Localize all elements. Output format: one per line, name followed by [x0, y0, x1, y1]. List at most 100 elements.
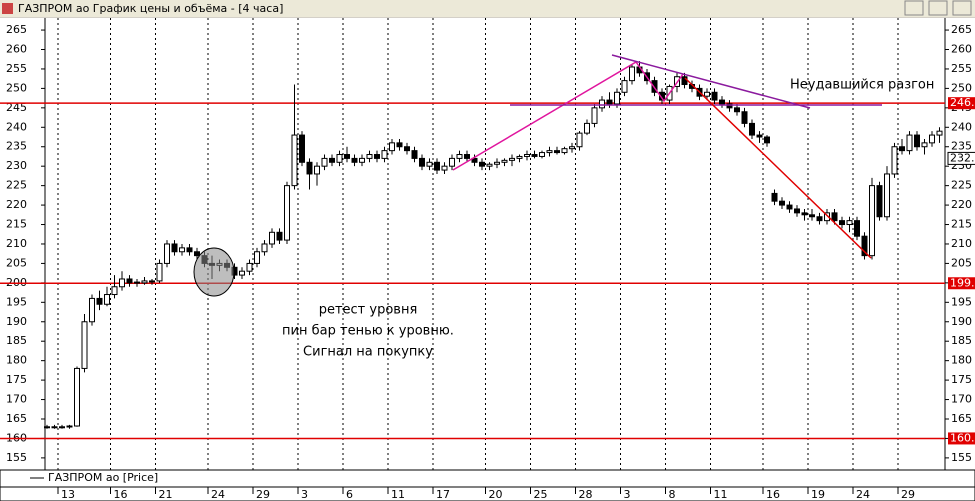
annotation: Сигнал на покупку — [303, 345, 433, 360]
x-tick-label: 24 — [211, 488, 225, 501]
y-tick-label: 190 — [6, 315, 27, 328]
candle-body — [404, 146, 410, 152]
candle-body — [51, 426, 58, 429]
y-tick-label: 240 — [6, 120, 27, 133]
candle-body — [906, 134, 913, 152]
candle-body — [824, 212, 830, 222]
highlight-ellipse — [193, 247, 235, 297]
title-bar — [0, 0, 975, 17]
candle-body — [464, 154, 470, 159]
candle-body — [441, 165, 448, 171]
candle-body — [486, 163, 493, 167]
x-tick-label: 11 — [391, 488, 405, 501]
candle-body — [291, 134, 298, 187]
y-tick-label: 210 — [6, 237, 27, 250]
minimize-button[interactable] — [904, 0, 924, 16]
candle-body — [659, 91, 665, 101]
y-tick-label: 180 — [6, 354, 27, 367]
candle-body — [471, 157, 478, 163]
candle-body — [831, 212, 838, 222]
candle-body — [524, 154, 530, 157]
y-tick-label: 185 — [6, 334, 27, 347]
plot-background — [0, 18, 975, 470]
y-tick-label: 235 — [6, 140, 27, 153]
candle-body — [276, 231, 283, 241]
y-tick-label: 255 — [951, 62, 972, 75]
candle-body — [876, 185, 883, 218]
candle-body — [786, 204, 793, 210]
candle-body — [119, 278, 125, 288]
y-tick-label: 230 — [6, 159, 27, 172]
candle-body — [186, 247, 193, 253]
candle-body — [434, 161, 440, 171]
y-tick-label: 250 — [951, 81, 972, 94]
x-axis-strip — [0, 486, 975, 501]
candle-body — [306, 161, 313, 175]
candle-body — [126, 278, 133, 284]
x-tick-label: 13 — [61, 488, 75, 501]
candle-body — [546, 150, 553, 154]
trend-line — [452, 61, 684, 171]
candle-body — [111, 286, 118, 296]
candle-body — [59, 426, 65, 429]
y-tick-label: 245 — [6, 101, 27, 114]
level-label-box — [948, 97, 975, 110]
y-tick-label: 265 — [951, 23, 972, 36]
candle-body — [771, 192, 778, 202]
x-tick-label: 20 — [489, 488, 503, 501]
candle-body — [336, 154, 343, 163]
y-tick-label: 250 — [6, 81, 27, 94]
candle-body — [704, 91, 710, 97]
candle-body — [104, 294, 110, 305]
level-label: 160.0 — [950, 431, 975, 444]
candle-body — [66, 425, 73, 428]
candle-body — [531, 154, 538, 157]
candle-body — [141, 280, 148, 284]
y-tick-label: 165 — [951, 412, 972, 425]
y-tick-label: 205 — [6, 256, 27, 269]
annotation: Неудавшийся разгон — [790, 78, 934, 93]
close-button[interactable] — [952, 0, 972, 16]
candle-body — [74, 367, 80, 427]
last-price-box — [947, 151, 975, 165]
candle-body — [351, 157, 358, 163]
candle-body — [96, 297, 103, 305]
y-tick-label: 185 — [951, 334, 972, 347]
level-label: 199.9 — [950, 276, 975, 289]
candle-body — [914, 134, 920, 148]
candle-body — [156, 262, 163, 282]
candle-body — [599, 99, 605, 109]
candle-body — [719, 99, 725, 105]
candle-body — [194, 251, 200, 257]
y-tick-label: 170 — [951, 393, 972, 406]
x-tick-label: 17 — [436, 488, 450, 501]
candle-body — [411, 150, 418, 159]
y-tick-label: 260 — [951, 43, 972, 56]
y-tick-label: 215 — [6, 218, 27, 231]
candle-body — [816, 216, 823, 222]
x-tick-label: 8 — [669, 488, 676, 501]
candle-body — [134, 281, 140, 284]
x-tick-label: 16 — [114, 488, 128, 501]
candle-body — [846, 220, 853, 226]
candle-body — [764, 136, 770, 144]
last-price-label: 232.0 — [950, 151, 975, 164]
level-label: 246.2 — [950, 96, 975, 109]
candle-body — [711, 91, 718, 101]
x-tick-label: 24 — [856, 488, 870, 501]
x-tick-label: 21 — [159, 488, 173, 501]
x-tick-label: 29 — [901, 488, 915, 501]
maximize-button[interactable] — [928, 0, 948, 16]
y-tick-label: 195 — [6, 295, 27, 308]
y-tick-label: 180 — [951, 354, 972, 367]
candle-body — [374, 154, 380, 159]
window-buttons[interactable] — [904, 0, 972, 16]
y-tick-label: 165 — [6, 412, 27, 425]
candle-body — [149, 280, 155, 283]
x-tick-label: 16 — [766, 488, 780, 501]
x-tick-label: 3 — [624, 488, 631, 501]
candle-body — [239, 270, 245, 276]
candle-body — [861, 235, 868, 257]
candle-body — [936, 130, 943, 136]
